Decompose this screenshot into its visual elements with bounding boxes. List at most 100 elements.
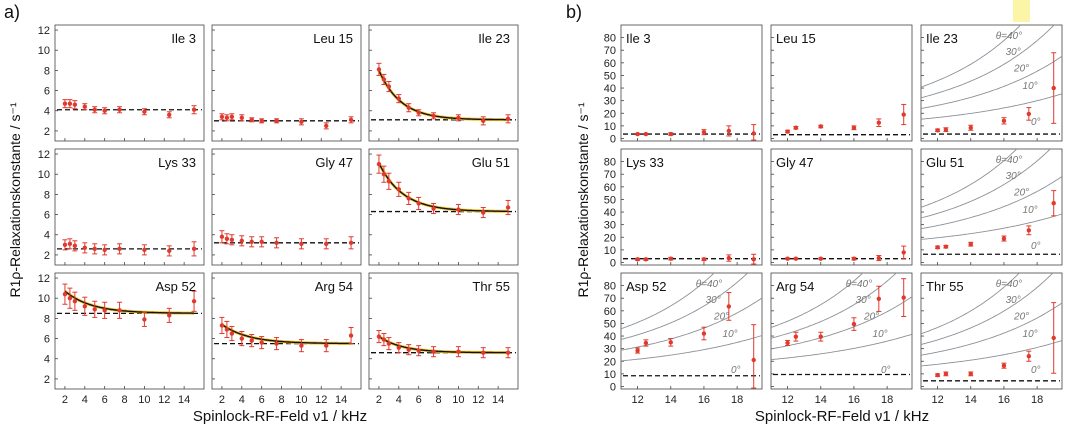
data-point bbox=[72, 243, 78, 249]
data-point bbox=[968, 371, 973, 377]
data-point bbox=[726, 304, 732, 309]
panel-ile-23: Ile 23 bbox=[368, 24, 519, 142]
y-tick-label: 4 bbox=[44, 106, 50, 118]
y-tick-label: 80 bbox=[604, 33, 616, 45]
x-tick-label: 12 bbox=[631, 394, 643, 406]
panel-thr-55: 2 4 6 8 10 12 14 Thr 55 bbox=[368, 272, 519, 406]
data-point bbox=[348, 333, 354, 338]
data-point bbox=[456, 207, 461, 212]
x-tick-label: 10 bbox=[452, 394, 464, 406]
data-point bbox=[191, 246, 197, 252]
panel-thr-55: 12 14 16 18 θ=40° 30° 20° 10° 0° Thr 55 bbox=[920, 272, 1063, 406]
y-tick-label: 40 bbox=[604, 331, 616, 343]
data-point bbox=[299, 119, 304, 125]
data-point bbox=[82, 304, 88, 309]
theta-curve bbox=[771, 273, 864, 328]
data-point bbox=[416, 348, 421, 353]
y-tick-label: 4 bbox=[44, 230, 50, 242]
data-point bbox=[396, 187, 401, 192]
panel-title: Lys 33 bbox=[626, 155, 664, 170]
data-point bbox=[456, 115, 461, 121]
data-point bbox=[701, 331, 707, 336]
y-tick-label: 30 bbox=[604, 96, 616, 108]
theta-label: 10° bbox=[723, 329, 738, 340]
data-point bbox=[876, 120, 882, 125]
data-point bbox=[643, 340, 649, 346]
theta-label: 0° bbox=[1031, 241, 1041, 252]
theta-curve bbox=[921, 340, 1062, 367]
panel-glu-51: θ=40° 30° 20° 10° 0° Glu 51 bbox=[920, 148, 1063, 266]
figure-a-xlabel: Spinlock-RF-Feld ν1 / kHz bbox=[193, 408, 367, 425]
panel-title: Ile 23 bbox=[478, 31, 510, 46]
x-tick-label: 8 bbox=[278, 394, 284, 406]
y-tick-label: 20 bbox=[604, 356, 616, 368]
theta-curve bbox=[921, 25, 1022, 88]
data-point bbox=[1001, 363, 1007, 368]
data-point bbox=[386, 179, 392, 184]
x-tick-label: 14 bbox=[665, 394, 677, 406]
data-point bbox=[259, 118, 264, 124]
data-point bbox=[505, 350, 511, 355]
panel-title: Arg 54 bbox=[776, 279, 814, 294]
data-point bbox=[82, 245, 88, 251]
panel-title: Leu 15 bbox=[313, 31, 353, 46]
theta-label: 0° bbox=[731, 365, 741, 376]
y-tick-label: 10 bbox=[604, 121, 616, 133]
data-point bbox=[505, 116, 511, 122]
data-point bbox=[348, 117, 354, 123]
theta-curve bbox=[921, 149, 1018, 208]
data-point bbox=[299, 343, 304, 348]
data-point bbox=[324, 343, 329, 348]
y-tick-label: 60 bbox=[604, 306, 616, 318]
data-point bbox=[92, 107, 97, 112]
y-tick-label: 10 bbox=[38, 45, 50, 57]
panel-frame bbox=[54, 272, 205, 390]
data-point bbox=[142, 247, 147, 253]
panel-gly-47: Gly 47 bbox=[770, 148, 913, 266]
theta-label: 10° bbox=[873, 329, 888, 340]
theta-curve bbox=[621, 335, 762, 362]
data-point bbox=[142, 317, 147, 322]
y-tick-label: 6 bbox=[44, 86, 50, 98]
data-point bbox=[431, 206, 436, 211]
data-point bbox=[793, 334, 799, 339]
theta-label: θ=40° bbox=[696, 279, 722, 290]
panel-frame bbox=[770, 272, 913, 390]
data-point bbox=[274, 240, 279, 246]
x-tick-label: 16 bbox=[698, 394, 710, 406]
data-point bbox=[793, 125, 799, 130]
x-tick-label: 4 bbox=[82, 394, 88, 406]
data-point bbox=[481, 118, 486, 124]
data-point bbox=[72, 299, 78, 304]
data-point bbox=[92, 246, 97, 252]
theta-label: 10° bbox=[1023, 329, 1038, 340]
theta-label: θ=40° bbox=[996, 155, 1022, 166]
y-tick-label: 80 bbox=[604, 157, 616, 169]
data-point bbox=[1001, 236, 1007, 241]
data-point bbox=[259, 340, 264, 345]
data-point bbox=[67, 101, 73, 106]
panel-title: Ile 3 bbox=[626, 31, 651, 46]
panel-asp-52: 2 4 6 8 10 12 2 4 6 8 10 12 14 Asp 52 bbox=[38, 272, 205, 406]
theta-label: θ=40° bbox=[996, 279, 1022, 290]
y-tick-label: 6 bbox=[44, 210, 50, 222]
data-point bbox=[901, 295, 906, 300]
panel-title: Ile 23 bbox=[926, 31, 958, 46]
data-point bbox=[376, 334, 382, 339]
data-point bbox=[1026, 228, 1032, 233]
panel-frame bbox=[211, 24, 362, 142]
data-point bbox=[229, 114, 235, 119]
y-tick-label: 80 bbox=[604, 281, 616, 293]
theta-label: 10° bbox=[1023, 205, 1038, 216]
data-point bbox=[635, 257, 640, 262]
x-tick-label: 6 bbox=[102, 394, 108, 406]
data-point bbox=[935, 128, 940, 133]
x-tick-label: 10 bbox=[138, 394, 150, 406]
data-point bbox=[386, 341, 392, 346]
data-point bbox=[431, 349, 436, 354]
data-point bbox=[62, 101, 68, 106]
theta-label: 0° bbox=[1031, 117, 1041, 128]
